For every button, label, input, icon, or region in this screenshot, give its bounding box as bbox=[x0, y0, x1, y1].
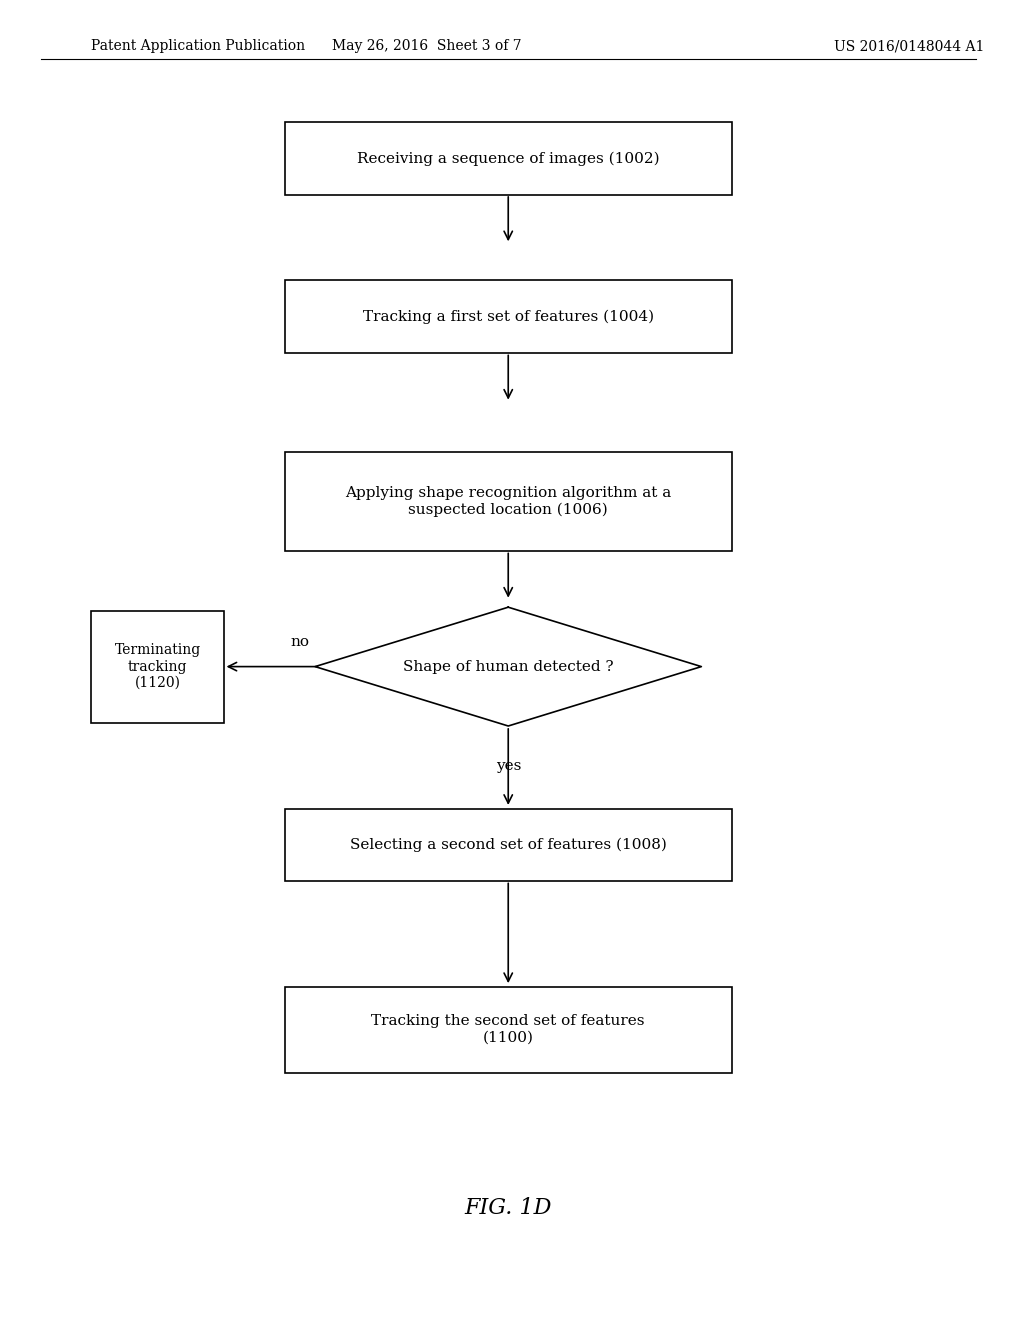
Text: May 26, 2016  Sheet 3 of 7: May 26, 2016 Sheet 3 of 7 bbox=[332, 40, 522, 53]
Text: yes: yes bbox=[496, 759, 521, 774]
FancyBboxPatch shape bbox=[285, 451, 732, 552]
FancyBboxPatch shape bbox=[285, 121, 732, 195]
Text: Tracking the second set of features
(1100): Tracking the second set of features (110… bbox=[372, 1015, 645, 1044]
Polygon shape bbox=[315, 607, 701, 726]
FancyBboxPatch shape bbox=[91, 610, 223, 722]
Text: US 2016/0148044 A1: US 2016/0148044 A1 bbox=[834, 40, 984, 53]
FancyBboxPatch shape bbox=[285, 987, 732, 1072]
Text: Patent Application Publication: Patent Application Publication bbox=[91, 40, 305, 53]
Text: Selecting a second set of features (1008): Selecting a second set of features (1008… bbox=[350, 838, 667, 851]
FancyBboxPatch shape bbox=[285, 280, 732, 352]
Text: Shape of human detected ?: Shape of human detected ? bbox=[402, 660, 613, 673]
Text: Terminating
tracking
(1120): Terminating tracking (1120) bbox=[115, 643, 201, 690]
Text: Receiving a sequence of images (1002): Receiving a sequence of images (1002) bbox=[357, 152, 659, 165]
Text: Tracking a first set of features (1004): Tracking a first set of features (1004) bbox=[362, 310, 653, 323]
Text: no: no bbox=[291, 635, 309, 649]
Text: Applying shape recognition algorithm at a
suspected location (1006): Applying shape recognition algorithm at … bbox=[345, 486, 672, 517]
FancyBboxPatch shape bbox=[285, 808, 732, 882]
Text: FIG. 1D: FIG. 1D bbox=[465, 1197, 552, 1218]
